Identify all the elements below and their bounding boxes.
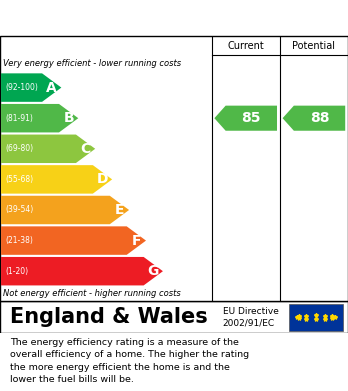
Text: (81-91): (81-91) <box>5 114 33 123</box>
Text: 88: 88 <box>310 111 329 125</box>
Text: EU Directive
2002/91/EC: EU Directive 2002/91/EC <box>223 307 279 328</box>
Polygon shape <box>1 135 95 163</box>
Text: (39-54): (39-54) <box>5 206 33 215</box>
Text: D: D <box>97 172 108 187</box>
Text: 85: 85 <box>242 111 261 125</box>
Text: Energy Efficiency Rating: Energy Efficiency Rating <box>10 9 240 27</box>
Text: Potential: Potential <box>292 41 335 50</box>
Text: The energy efficiency rating is a measure of the
overall efficiency of a home. T: The energy efficiency rating is a measur… <box>10 338 250 384</box>
Text: E: E <box>115 203 124 217</box>
Text: C: C <box>80 142 91 156</box>
Polygon shape <box>214 106 277 131</box>
Polygon shape <box>1 104 78 133</box>
Text: England & Wales: England & Wales <box>10 307 208 327</box>
Polygon shape <box>1 226 146 255</box>
Polygon shape <box>1 74 61 102</box>
Text: B: B <box>63 111 74 125</box>
Polygon shape <box>1 257 163 285</box>
Polygon shape <box>1 165 112 194</box>
Text: (21-38): (21-38) <box>5 236 33 245</box>
Text: (1-20): (1-20) <box>5 267 28 276</box>
Text: Current: Current <box>227 41 264 50</box>
Text: A: A <box>46 81 57 95</box>
Polygon shape <box>283 106 345 131</box>
Text: (69-80): (69-80) <box>5 144 33 153</box>
Text: Very energy efficient - lower running costs: Very energy efficient - lower running co… <box>3 59 182 68</box>
Bar <box>289 304 343 330</box>
Polygon shape <box>1 196 129 224</box>
Text: Not energy efficient - higher running costs: Not energy efficient - higher running co… <box>3 289 181 298</box>
Text: G: G <box>148 264 159 278</box>
Text: (55-68): (55-68) <box>5 175 33 184</box>
Text: (92-100): (92-100) <box>5 83 38 92</box>
Text: F: F <box>132 233 141 248</box>
